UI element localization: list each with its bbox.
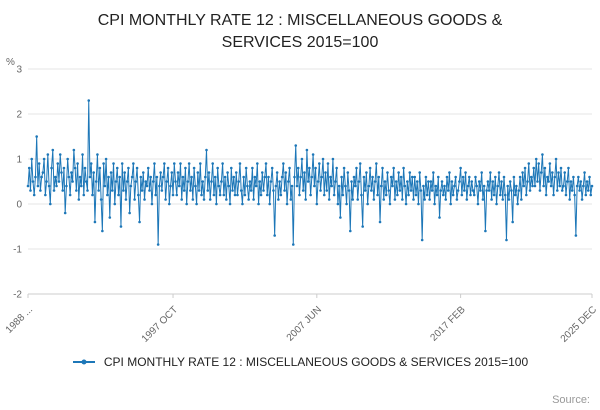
x-tick-label: 2017 FEB: [428, 304, 467, 343]
x-tick-label: 1988 ...: [4, 305, 35, 336]
y-tick-label: 0: [16, 200, 22, 211]
y-tick-label: -1: [13, 245, 22, 256]
y-axis-unit-label: %: [6, 57, 15, 68]
chart-area: % 3 2 1 0 -1 -2 1988 ... 1997 OCT 2007 JUN 2017 FE…: [0, 55, 600, 355]
x-tick-label: 2025 DEC: [559, 305, 599, 345]
y-tick-label: 2: [16, 110, 22, 121]
y-tick-label: 3: [16, 65, 22, 76]
y-tick-label: 1: [16, 155, 22, 166]
chart-page: CPI MONTHLY RATE 12 : MISCELLANEOUS GOOD…: [0, 10, 600, 406]
legend-label: CPI MONTHLY RATE 12 : MISCELLANEOUS GOOD…: [103, 355, 529, 370]
series-point-markers[interactable]: [26, 99, 594, 246]
x-tick-label: 1997 OCT: [140, 305, 180, 345]
legend-item[interactable]: CPI MONTHLY RATE 12 : MISCELLANEOUS GOOD…: [72, 355, 528, 369]
x-tick-label: 2007 JUN: [285, 305, 324, 344]
source-label: Source:: [552, 394, 590, 406]
legend-line-marker: [72, 359, 95, 365]
chart-title: CPI MONTHLY RATE 12 : MISCELLANEOUS GOOD…: [97, 12, 503, 51]
chart-canvas[interactable]: %3 2 1 0 -1 -2 1988 ... 1997 OCT 2007 JUN 2017 FE…: [0, 55, 600, 355]
series-line[interactable]: [27, 100, 593, 246]
legend: CPI MONTHLY RATE 12 : MISCELLANEOUS GOOD…: [0, 355, 600, 369]
y-tick-label: -2: [13, 290, 22, 301]
